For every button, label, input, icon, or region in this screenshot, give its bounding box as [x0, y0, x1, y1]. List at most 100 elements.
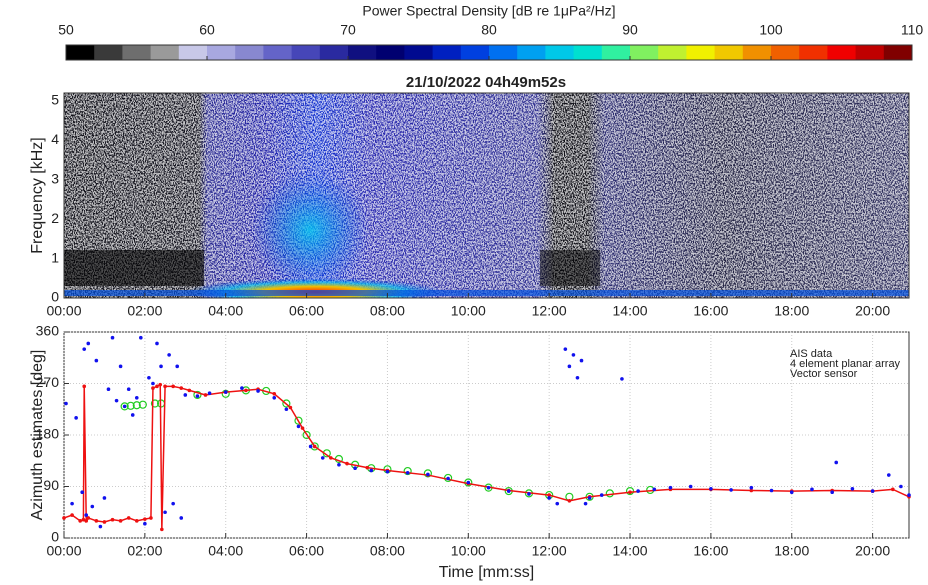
data-point: [80, 490, 84, 495]
data-point: [587, 496, 592, 500]
data-point: [159, 364, 163, 369]
data-point: [110, 335, 115, 340]
data-point: [193, 390, 202, 400]
x-tick-label: 08:00: [370, 543, 405, 559]
y-tick-label: 4: [51, 131, 59, 147]
data-point: [151, 386, 155, 390]
colorbar-swatch: [348, 45, 377, 60]
colorbar-swatch: [799, 45, 828, 60]
data-point: [329, 456, 333, 460]
data-point: [320, 456, 325, 460]
colorbar-swatch: [263, 45, 293, 60]
data-point: [749, 488, 754, 493]
colorbar-swatch: [489, 45, 518, 60]
colorbar-swatch: [658, 45, 687, 60]
data-point: [466, 480, 471, 485]
data-point: [620, 377, 624, 381]
data-point: [81, 517, 86, 522]
data-point: [244, 388, 248, 393]
colorbar-swatch: [150, 45, 180, 60]
data-point: [571, 353, 576, 357]
spectrogram-image: [64, 93, 909, 298]
data-point: [575, 375, 580, 380]
data-point: [288, 405, 293, 410]
data-point: [62, 516, 66, 520]
y-tick-label: 360: [36, 323, 60, 339]
data-point: [64, 401, 68, 406]
data-point: [110, 517, 115, 522]
colorbar-tick-label: 90: [622, 22, 638, 38]
y-tick-label: 0: [51, 529, 59, 545]
x-tick-label: 16:00: [693, 543, 728, 559]
data-point: [70, 513, 74, 517]
y-tick-label: 2: [51, 210, 59, 226]
data-point: [583, 501, 588, 506]
data-point: [579, 358, 584, 363]
colorbar-swatch: [291, 45, 321, 60]
data-point: [150, 399, 160, 408]
y-tick-label: 90: [43, 477, 59, 493]
data-point: [834, 460, 839, 465]
data-point: [98, 524, 103, 529]
data-point: [163, 384, 167, 389]
data-point: [118, 519, 123, 523]
x-tick-label: 16:00: [693, 303, 728, 319]
data-point: [810, 487, 814, 492]
colorbar-tick-label: 60: [199, 22, 215, 38]
data-point: [207, 391, 212, 396]
data-point: [294, 416, 303, 425]
data-point: [486, 485, 491, 490]
x-tick-label: 10:00: [451, 303, 486, 319]
colorbar-swatch: [376, 45, 405, 60]
data-point: [143, 517, 147, 521]
y-tick-label: 0: [51, 289, 59, 305]
data-point: [272, 396, 277, 400]
colorbar-swatch: [630, 45, 659, 60]
data-point: [527, 492, 531, 496]
data-point: [171, 384, 175, 389]
data-point: [114, 398, 119, 403]
y-axis-label: Azimuth estimates [deg]: [29, 350, 46, 521]
y-tick-label: 5: [51, 92, 59, 108]
data-point: [195, 394, 200, 398]
data-point: [282, 399, 291, 408]
colorbar-swatch: [66, 45, 95, 60]
data-point: [886, 473, 891, 477]
data-point: [179, 516, 184, 520]
colorbar-swatch: [207, 45, 236, 60]
data-point: [870, 489, 875, 493]
data-point: [94, 519, 99, 523]
data-point: [84, 519, 89, 523]
x-tick-label: 06:00: [289, 543, 324, 559]
data-point: [143, 521, 147, 526]
x-tick-label: 20:00: [855, 303, 890, 319]
data-point: [163, 510, 167, 515]
colorbar-swatch: [460, 45, 490, 60]
data-point: [102, 520, 107, 524]
data-point: [353, 466, 357, 470]
data-point: [369, 468, 374, 473]
colorbar-swatch: [573, 45, 603, 60]
data-point: [302, 430, 311, 440]
data-point: [158, 382, 163, 387]
data-point: [567, 499, 572, 503]
spectrogram-frame: [63, 92, 910, 299]
colorbar-swatch: [235, 45, 264, 60]
colorbar-tick-label: 50: [58, 22, 74, 38]
data-point: [86, 516, 91, 520]
colorbar-swatch: [94, 45, 123, 60]
data-point: [70, 501, 74, 506]
data-point: [147, 375, 151, 380]
data-point: [122, 404, 127, 409]
data-point: [175, 364, 180, 369]
data-point: [160, 527, 164, 532]
data-point: [256, 389, 260, 393]
data-point: [729, 488, 733, 492]
data-point: [155, 341, 159, 346]
x-tick-label: 04:00: [208, 303, 243, 319]
data-point: [167, 353, 171, 357]
data-point: [636, 489, 640, 493]
data-point: [668, 485, 673, 490]
x-tick-label: 02:00: [127, 543, 162, 559]
data-point: [308, 444, 313, 449]
